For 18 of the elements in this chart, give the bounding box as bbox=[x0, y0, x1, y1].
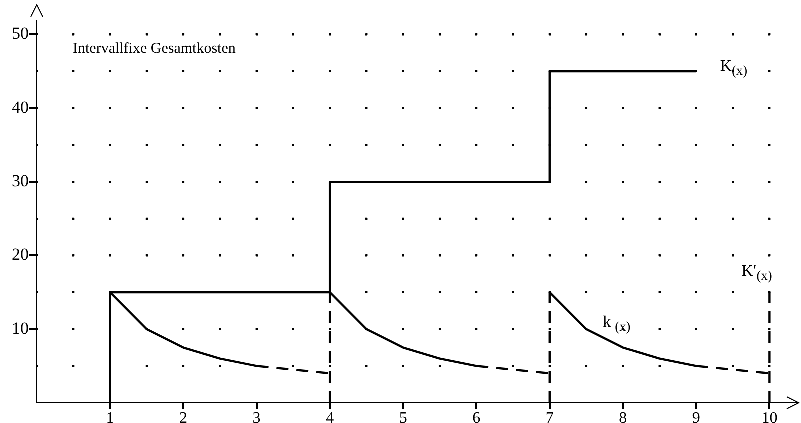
y-tick-label: 10 bbox=[12, 318, 29, 338]
x-tick-label: 10 bbox=[762, 410, 778, 423]
x-tick-label: 8 bbox=[619, 410, 628, 423]
y-tick-label: 20 bbox=[12, 245, 29, 264]
y-tick-label: 50 bbox=[12, 24, 29, 44]
x-tick-label: 7 bbox=[546, 410, 554, 423]
x-tick-label: 3 bbox=[252, 410, 261, 423]
y-tick-label: 30 bbox=[12, 172, 29, 191]
x-tick-label: 9 bbox=[692, 410, 700, 423]
x-tick-label: 1 bbox=[106, 410, 114, 423]
series-label: K′$_{(x)}$ bbox=[742, 262, 772, 285]
x-tick-label: 5 bbox=[399, 410, 408, 423]
x-tick-label: 2 bbox=[180, 410, 188, 423]
y-tick-label: 40 bbox=[12, 98, 29, 117]
x-tick-label: 4 bbox=[326, 410, 334, 423]
annotation: Intervallfixe Gesamtkosten bbox=[73, 40, 236, 58]
series-label: k $_{(x)}$ bbox=[603, 314, 631, 336]
x-tick-label: 6 bbox=[472, 410, 481, 423]
